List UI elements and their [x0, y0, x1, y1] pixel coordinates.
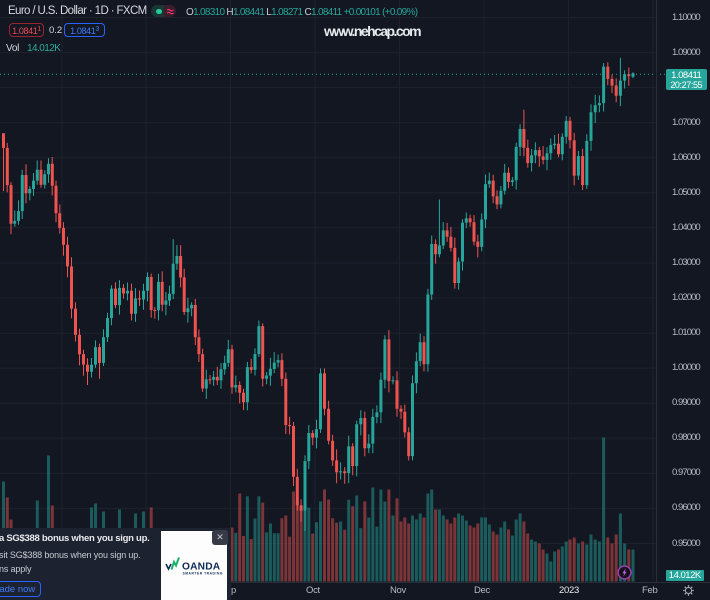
svg-text:OANDA: OANDA — [182, 562, 221, 573]
svg-text:SMARTER TRADING: SMARTER TRADING — [183, 571, 224, 575]
